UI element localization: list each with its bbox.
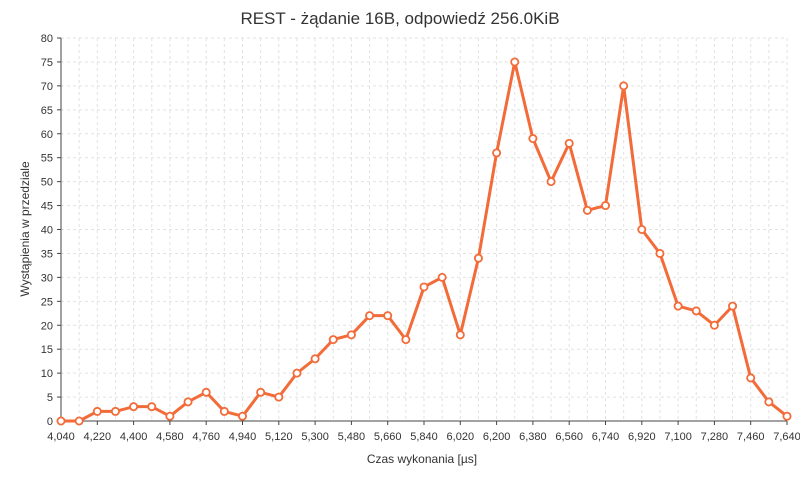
x-tick-label: 4,580: [156, 431, 184, 443]
data-point: [492, 148, 502, 158]
x-tick-label: 6,920: [628, 431, 656, 443]
x-tick-label: 4,400: [120, 431, 148, 443]
data-point: [455, 330, 465, 340]
y-tick-label: 10: [41, 368, 53, 380]
data-point: [582, 205, 592, 215]
data-point: [619, 81, 629, 91]
x-tick-label: 7,460: [737, 431, 765, 443]
data-point: [709, 320, 719, 330]
y-tick-label: 15: [41, 344, 53, 356]
data-point: [183, 397, 193, 407]
data-point: [401, 335, 411, 345]
y-tick-label: 75: [41, 57, 53, 69]
data-point: [56, 416, 66, 426]
data-point: [546, 177, 556, 187]
y-tick-label: 0: [47, 416, 53, 428]
data-point: [782, 411, 792, 421]
chart-title: REST - żądanie 16B, odpowiedź 256.0KiB: [240, 9, 559, 28]
data-point: [419, 282, 429, 292]
x-tick-label: 5,300: [301, 431, 329, 443]
data-point: [310, 354, 320, 364]
x-tick-label: 4,220: [84, 431, 112, 443]
x-tick-label: 5,480: [338, 431, 366, 443]
y-tick-label: 55: [41, 153, 53, 165]
data-point: [601, 201, 611, 211]
y-tick-label: 30: [41, 272, 53, 284]
x-tick-label: 5,660: [374, 431, 402, 443]
x-tick-label: 6,560: [555, 431, 583, 443]
data-point: [328, 335, 338, 345]
data-point: [691, 306, 701, 316]
data-point: [274, 392, 284, 402]
data-point: [673, 301, 683, 311]
y-tick-label: 35: [41, 248, 53, 260]
data-point: [110, 406, 120, 416]
x-tick-label: 7,640: [773, 431, 800, 443]
y-tick-label: 50: [41, 177, 53, 189]
data-point: [510, 57, 520, 67]
data-point: [637, 224, 647, 234]
data-point: [201, 387, 211, 397]
y-tick-label: 25: [41, 296, 53, 308]
tick-labels: 0 5 10 15 20 25 30 35 40 45 50 55 60 65 70 75 80 4,040 4,2…: [41, 33, 800, 443]
data-point: [528, 134, 538, 144]
data-point: [473, 253, 483, 263]
y-tick-label: 40: [41, 225, 53, 237]
x-tick-label: 7,280: [701, 431, 729, 443]
data-point: [147, 402, 157, 412]
data-point: [74, 416, 84, 426]
x-tick-label: 5,120: [265, 431, 293, 443]
x-axis-label: Czas wykonania [µs]: [367, 452, 477, 466]
y-tick-label: 20: [41, 320, 53, 332]
data-point: [564, 138, 574, 148]
y-tick-label: 70: [41, 81, 53, 93]
x-tick-label: 6,200: [483, 431, 511, 443]
y-tick-label: 65: [41, 105, 53, 117]
data-point: [237, 411, 247, 421]
x-tick-label: 6,740: [592, 431, 620, 443]
x-tick-label: 5,840: [410, 431, 438, 443]
y-tick-label: 60: [41, 129, 53, 141]
x-tick-label: 4,760: [192, 431, 220, 443]
x-tick-label: 4,940: [229, 431, 257, 443]
x-tick-label: 6,020: [447, 431, 475, 443]
x-tick-label: 6,380: [519, 431, 547, 443]
data-point: [437, 272, 447, 282]
data-point: [746, 373, 756, 383]
x-tick-label: 7,100: [664, 431, 692, 443]
data-point: [219, 406, 229, 416]
y-tick-label: 45: [41, 201, 53, 213]
x-tick-label: 4,040: [47, 431, 75, 443]
data-point: [365, 311, 375, 321]
data-point: [129, 402, 139, 412]
data-point: [728, 301, 738, 311]
data-point: [655, 248, 665, 258]
data-point: [292, 368, 302, 378]
y-tick-label: 80: [41, 33, 53, 45]
data-point: [764, 397, 774, 407]
y-axis-label: Wystąpienia w przedziale: [18, 161, 32, 297]
series: [56, 57, 792, 426]
data-point: [383, 311, 393, 321]
data-point: [346, 330, 356, 340]
y-tick-label: 5: [47, 392, 53, 404]
gridlines: [61, 37, 788, 421]
data-point: [165, 411, 175, 421]
data-point: [92, 406, 102, 416]
data-point: [256, 387, 266, 397]
